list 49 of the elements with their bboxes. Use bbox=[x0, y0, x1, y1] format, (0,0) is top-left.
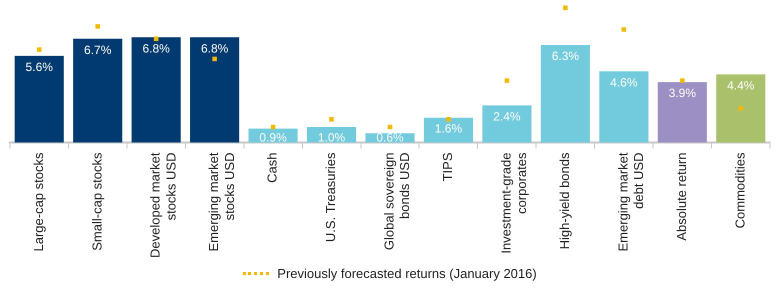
data-label: 6.7% bbox=[84, 42, 112, 57]
bar bbox=[424, 118, 474, 142]
point bbox=[388, 124, 392, 130]
data-label: 5.6% bbox=[26, 60, 54, 74]
point bbox=[738, 106, 744, 111]
data-label: 1.0% bbox=[318, 130, 346, 144]
point bbox=[563, 6, 568, 10]
point bbox=[270, 124, 276, 130]
x-tick-label: Emerging market debt USD bbox=[615, 152, 646, 252]
x-tick-label: Absolute return bbox=[674, 152, 689, 241]
point bbox=[154, 36, 158, 42]
point bbox=[622, 27, 626, 32]
data-label: 4.6% bbox=[610, 75, 638, 90]
point bbox=[504, 78, 510, 83]
data-label: 6.8% bbox=[142, 41, 170, 56]
data-label: 2.4% bbox=[493, 109, 521, 124]
x-tick-label: Commodities bbox=[732, 152, 748, 228]
point bbox=[680, 78, 685, 83]
legend-label: Previously forecasted returns (January 2016) bbox=[277, 266, 537, 281]
x-tick-label: High-yield bonds bbox=[556, 152, 572, 250]
point bbox=[95, 24, 100, 29]
x-tick-label: Global sovereign bonds USD bbox=[382, 152, 412, 250]
x-tick-label: Investment-grade corporates bbox=[498, 152, 530, 254]
point bbox=[212, 56, 217, 62]
bar bbox=[14, 56, 64, 142]
data-label: 1.6% bbox=[434, 122, 462, 136]
data-label: 3.9% bbox=[668, 86, 696, 100]
x-tick-label: Cash bbox=[264, 152, 280, 183]
point bbox=[329, 117, 334, 122]
x-tick-label: U.S. Treasuries bbox=[323, 152, 338, 242]
x-tick-label: Small-cap stocks bbox=[89, 152, 104, 251]
x-tick-label: TIPS bbox=[440, 152, 456, 182]
x-tick-label: Large-cap stocks bbox=[30, 152, 46, 252]
bar bbox=[716, 74, 766, 142]
bar bbox=[190, 37, 240, 142]
x-tick-label: Developed market stocks USD bbox=[148, 152, 178, 258]
bar bbox=[599, 71, 648, 142]
point bbox=[36, 47, 42, 52]
bar bbox=[132, 37, 181, 142]
bar bbox=[658, 82, 707, 142]
data-label: 0.6% bbox=[376, 130, 404, 144]
data-label: 6.8% bbox=[200, 41, 229, 56]
data-label: 4.4% bbox=[727, 78, 755, 92]
point bbox=[446, 117, 451, 122]
bar bbox=[540, 44, 590, 142]
bar bbox=[482, 105, 532, 142]
data-label: 0.9% bbox=[259, 130, 288, 144]
bar bbox=[73, 38, 122, 142]
data-label: 6.3% bbox=[552, 48, 580, 63]
